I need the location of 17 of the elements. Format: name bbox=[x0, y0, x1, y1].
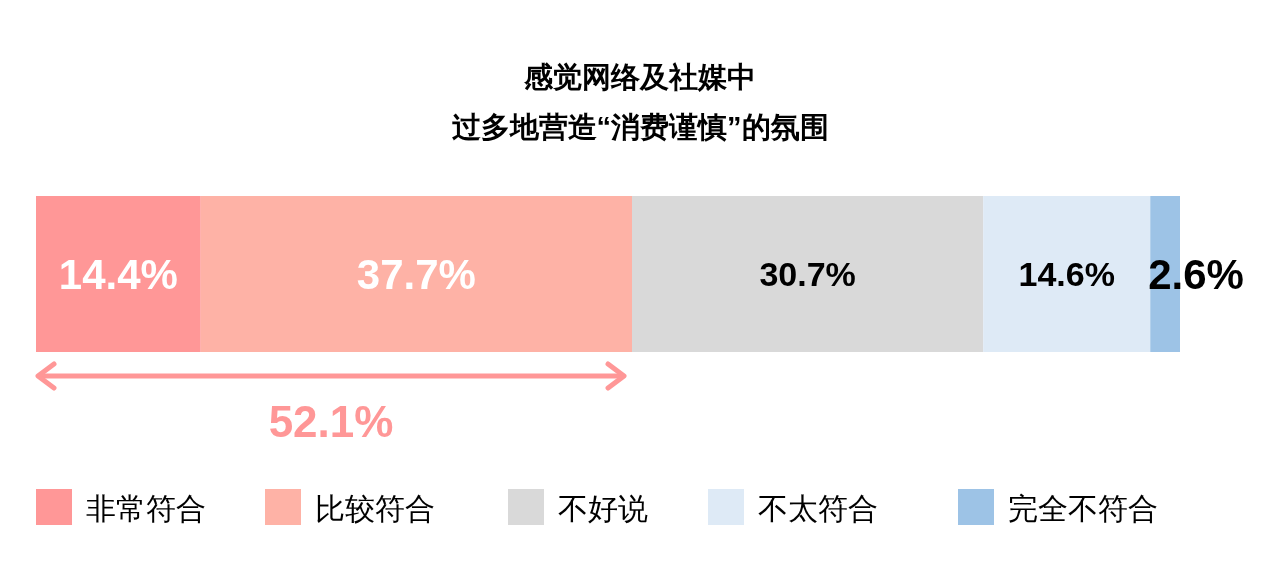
legend-label: 比较符合 bbox=[315, 492, 435, 525]
legend-label: 不好说 bbox=[558, 492, 648, 525]
data-label: 14.4% bbox=[58, 251, 178, 299]
legend-label: 完全不符合 bbox=[1008, 492, 1158, 525]
bar bbox=[200, 196, 633, 352]
data-label: 30.7% bbox=[759, 255, 856, 294]
bar bbox=[36, 196, 201, 352]
text: 52.1% bbox=[268, 397, 394, 446]
legend-label: 不太符合 bbox=[758, 492, 878, 525]
data-label: 37.7% bbox=[356, 251, 476, 299]
data-label: 14.6% bbox=[1018, 255, 1115, 294]
chart-subtitle: 过多地营造“消费谨慎”的氛围 bbox=[451, 111, 829, 143]
chart-title: 感觉网络及社媒中 bbox=[523, 61, 756, 93]
bar bbox=[983, 196, 1151, 352]
data-label: 2.6% bbox=[1148, 251, 1244, 299]
legend-label: 非常符合 bbox=[86, 492, 206, 525]
bar bbox=[632, 196, 984, 352]
